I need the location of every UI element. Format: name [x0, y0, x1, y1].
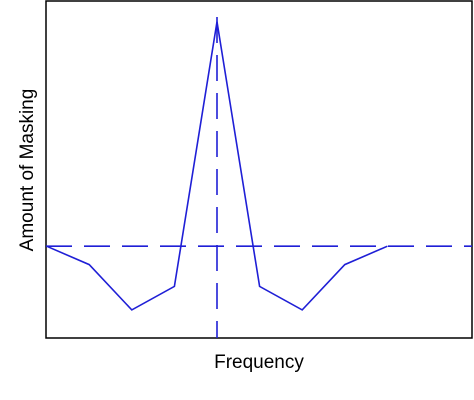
series-layer — [46, 21, 388, 311]
y-axis-label: Amount of Masking — [17, 89, 38, 252]
reference-lines — [46, 17, 472, 338]
plot-frame — [45, 0, 473, 339]
x-axis-label: Frequency — [214, 352, 304, 373]
masking-curve-line — [46, 21, 388, 311]
